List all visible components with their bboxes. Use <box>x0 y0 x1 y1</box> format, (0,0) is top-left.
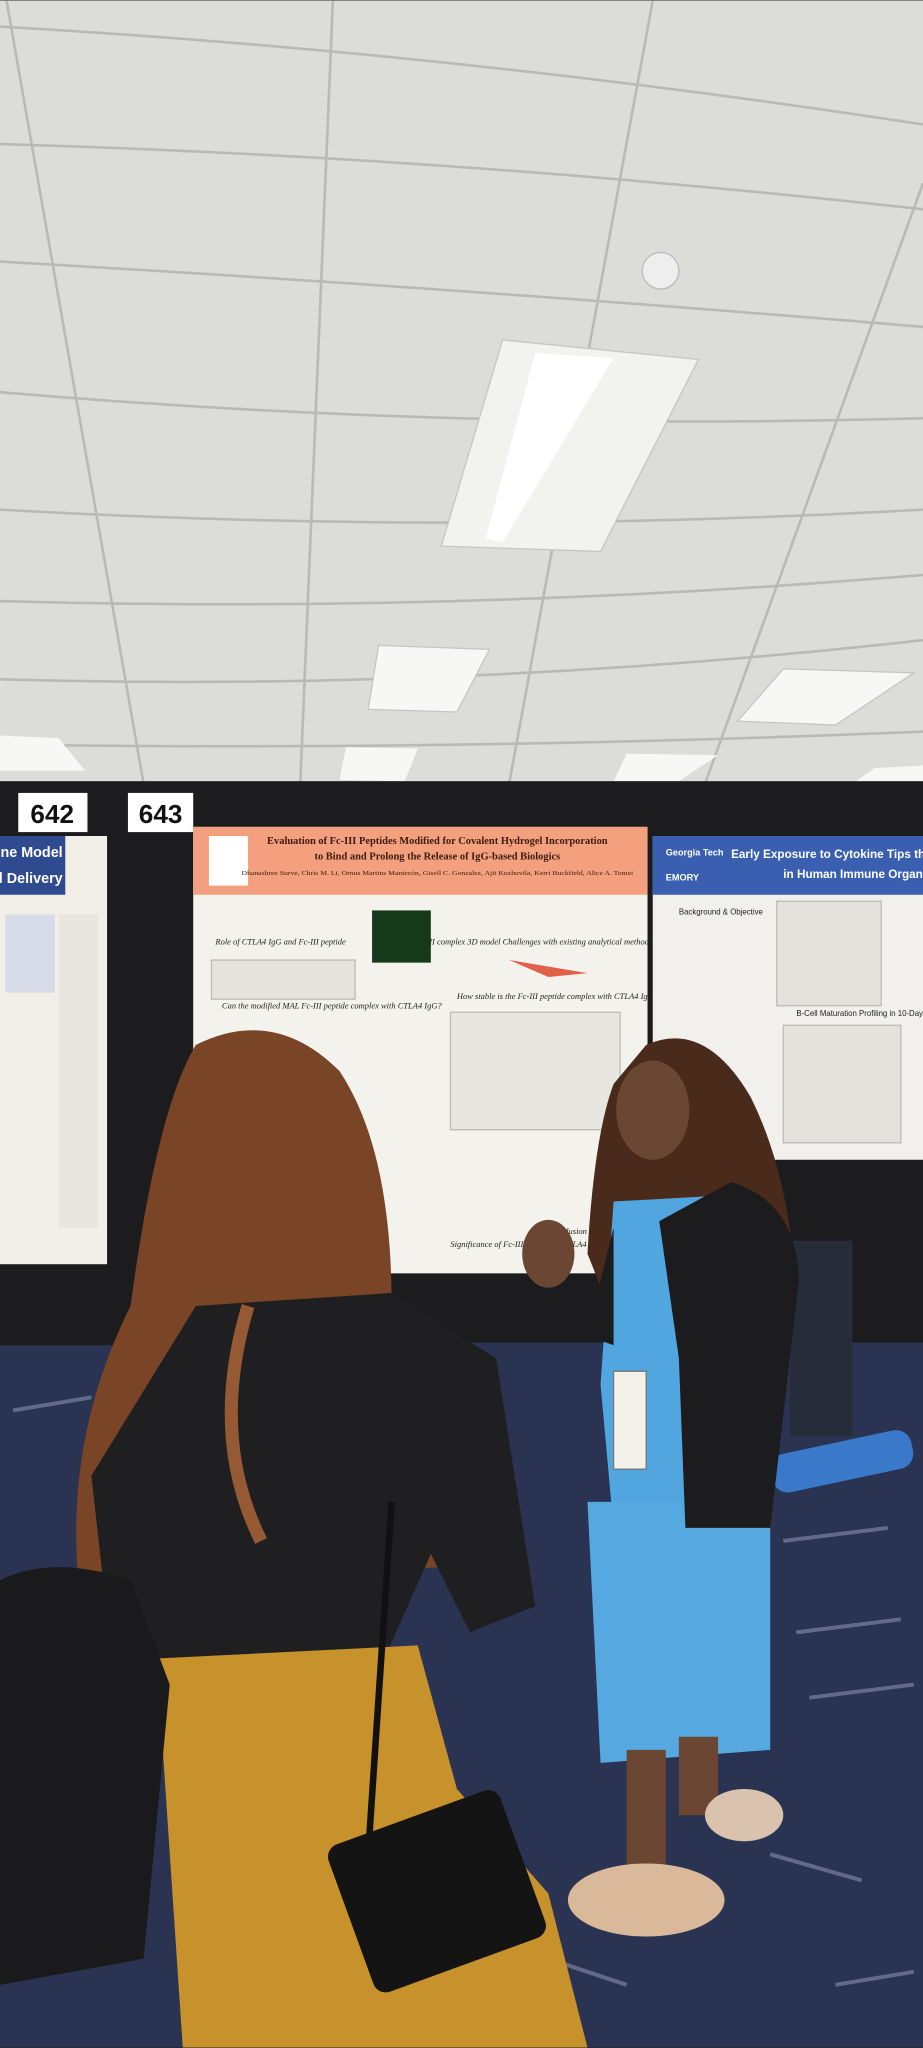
logo: EMORY <box>666 872 699 882</box>
ceiling-lights <box>0 251 923 787</box>
section-heading: Background & Objective <box>679 907 763 916</box>
poster-title: Early Exposure to Cytokine Tips the Bala… <box>731 848 923 861</box>
booth-number: 643 <box>139 799 183 829</box>
poster-title: l Delivery <box>0 871 63 887</box>
poster-figure <box>782 1024 902 1144</box>
backpack <box>0 1567 170 1985</box>
poster-title: in Human Immune Organoids <box>783 868 923 881</box>
section-heading: How stable is the Fc-III peptide complex… <box>456 991 659 1001</box>
poster-text-block <box>58 914 98 1228</box>
main-poster-header <box>193 826 648 895</box>
poster-title: Evaluation of Fc-III Peptides Modified f… <box>267 836 608 847</box>
left-poster-header <box>0 836 66 895</box>
poster-figure <box>372 910 431 963</box>
logo: Georgia Tech <box>666 848 724 858</box>
poster-title: to Bind and Prolong the Release of IgG-b… <box>315 852 561 863</box>
poster-authors: Dhanashree Surve, Chris M. Li, Ornus Mar… <box>242 870 634 877</box>
poster-title: ine Model <box>0 845 63 861</box>
institute-logo <box>208 836 249 886</box>
background-person <box>789 1240 853 1437</box>
section-heading: CTLA4 IgG-Fc-III complex 3D model <box>372 936 501 946</box>
poster-figure <box>449 1011 621 1131</box>
right-poster-header <box>652 836 923 895</box>
booth-number-card <box>18 792 88 833</box>
blue-tube <box>770 1430 914 1493</box>
section-heading: Can the modified MAL Fc-III peptide comp… <box>222 1000 443 1010</box>
presenter <box>522 1038 799 1937</box>
section-heading: Challenges with existing analytical meth… <box>503 936 653 946</box>
poster-figure <box>776 900 882 1007</box>
visitor <box>76 1030 588 2048</box>
section-heading: Conclusion and <box>548 1226 602 1236</box>
section-heading: B-Cell Maturation Profiling in 10-Day Cu… <box>796 1009 923 1018</box>
section-heading: Role of CTLA4 IgG and Fc-III peptide <box>214 936 346 946</box>
poster-figure <box>210 959 356 1000</box>
booth-number-card <box>127 792 194 833</box>
poster-figure <box>5 914 55 993</box>
poster-figure <box>509 960 588 978</box>
booth-number: 642 <box>30 799 74 829</box>
